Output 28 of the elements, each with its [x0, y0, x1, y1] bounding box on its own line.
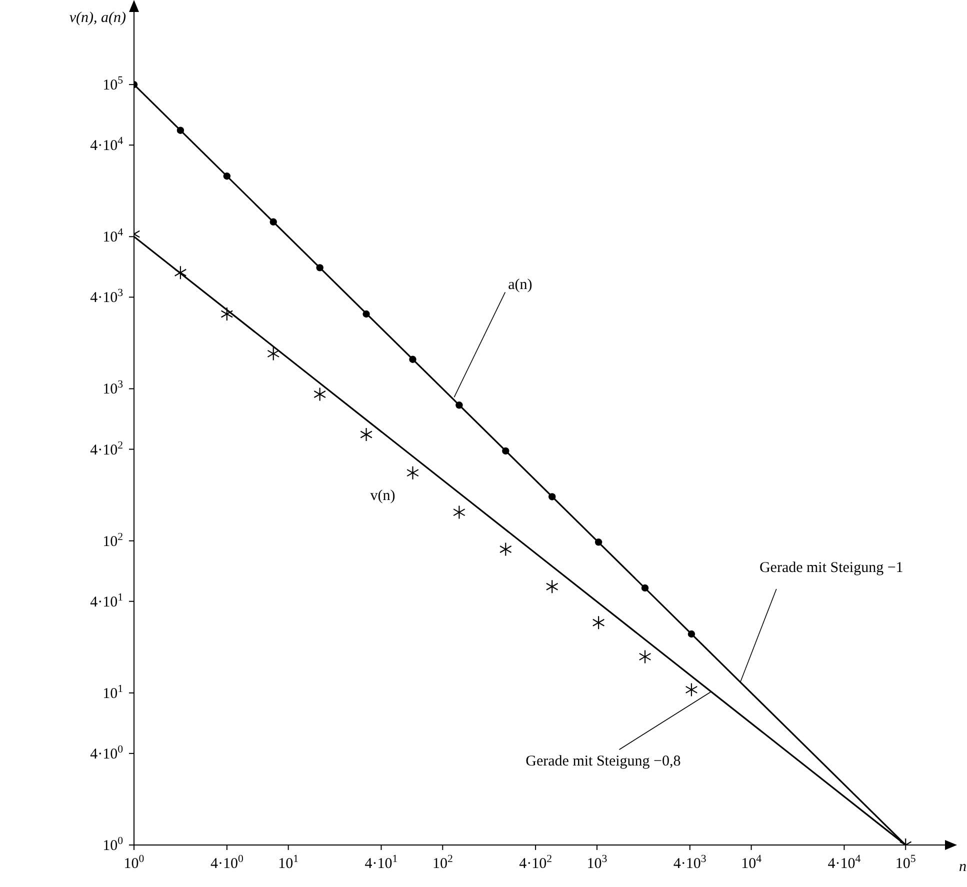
- y-axis-title: v(n), a(n): [69, 10, 126, 26]
- text: a(n): [508, 277, 532, 294]
- x-tick-label: 10$^{5}$: [895, 853, 916, 872]
- y-tick-label: 10$^{1}$: [102, 682, 123, 702]
- y-tick-label: 4·10$^{4}$: [90, 135, 124, 154]
- annotation: Gerade mit Steigung −0,8: [526, 754, 681, 770]
- x-axis-title: n: [959, 859, 966, 875]
- y-tick-label: 10$^{0}$: [102, 835, 123, 854]
- y-tick-label: 4·10$^{1}$: [90, 591, 123, 610]
- series-label: v(n): [370, 488, 396, 504]
- x-tick-label: 10$^{2}$: [432, 853, 453, 872]
- x-tick-label: 4·10$^{0}$: [210, 853, 244, 872]
- x-tick-label: 4·10$^{1}$: [364, 853, 398, 872]
- y-tick-label: 10$^{5}$: [102, 74, 123, 94]
- y-tick-label: 10$^{3}$: [102, 378, 123, 398]
- annotation: Gerade mit Steigung −1: [759, 560, 904, 576]
- y-tick-label: 10$^{2}$: [102, 530, 123, 550]
- x-tick-label: 10$^{0}$: [124, 853, 144, 872]
- y-tick-label: 10$^{4}$: [102, 226, 124, 246]
- x-tick-label: 4·10$^{2}$: [519, 853, 552, 872]
- x-tick-label: 4·10$^{3}$: [673, 853, 706, 872]
- x-tick-label: 10$^{4}$: [741, 853, 762, 872]
- x-tick-label: 10$^{1}$: [278, 853, 299, 872]
- y-tick-label: 4·10$^{3}$: [90, 287, 123, 306]
- x-tick-label: 10$^{3}$: [586, 853, 608, 872]
- y-tick-label: 4·10$^{2}$: [90, 439, 123, 458]
- x-tick-label: 4·10$^{4}$: [828, 853, 862, 872]
- y-tick-label: 4·10$^{0}$: [90, 743, 123, 762]
